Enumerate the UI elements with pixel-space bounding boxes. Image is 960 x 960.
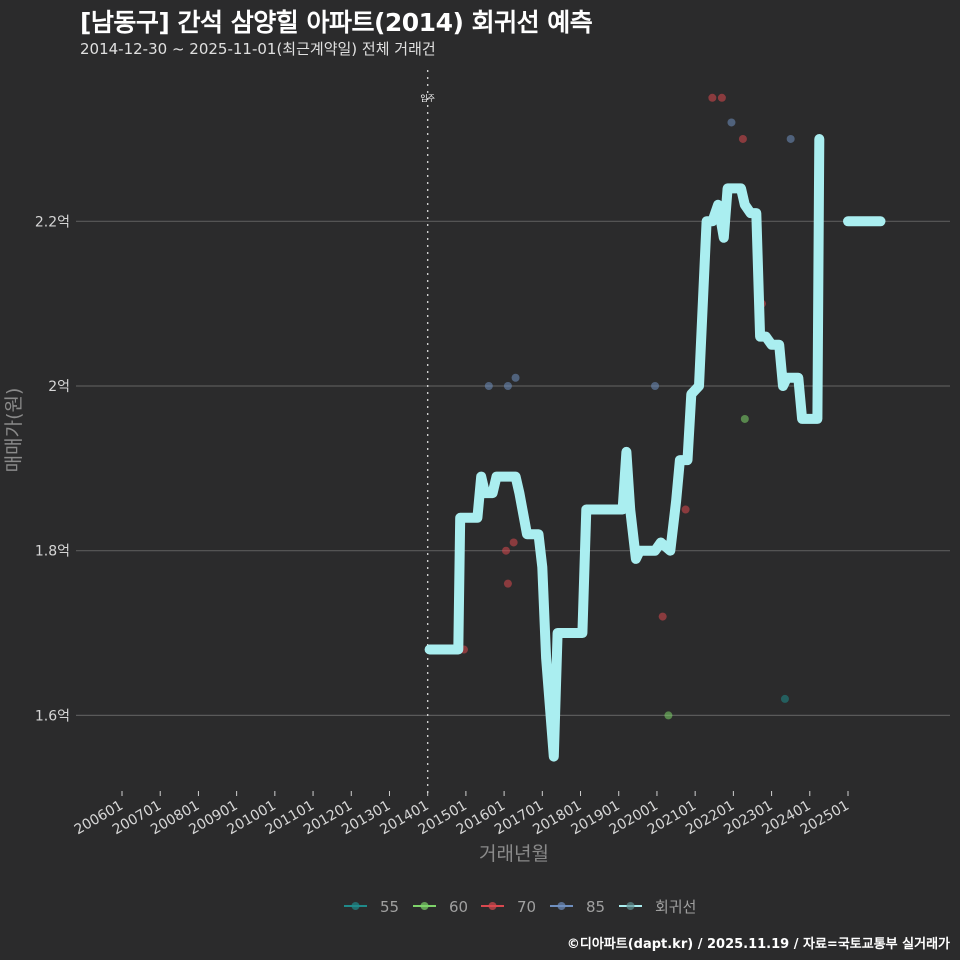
data-point-70 bbox=[502, 546, 511, 555]
data-point-70 bbox=[717, 93, 726, 102]
grid-lines bbox=[76, 220, 950, 717]
legend-dot bbox=[351, 902, 360, 910]
y-tick-label: 1.8억 bbox=[35, 544, 70, 560]
y-tick-label: 2.2억 bbox=[35, 214, 70, 230]
regression-line bbox=[424, 134, 886, 762]
legend-label: 60 bbox=[449, 898, 468, 916]
regression-path bbox=[424, 134, 825, 762]
move-in-annotation: 입주 bbox=[420, 70, 435, 796]
legend-dot bbox=[626, 902, 635, 910]
legend-label: 회귀선 bbox=[655, 898, 696, 916]
data-point-60 bbox=[664, 711, 673, 720]
chart-title: [남동구] 간석 삼양힐 아파트(2014) 회귀선 예측 bbox=[80, 8, 593, 37]
data-point-85 bbox=[503, 382, 512, 390]
legend: 55 60 70 85 회귀선 bbox=[344, 898, 696, 916]
data-point-55 bbox=[780, 694, 789, 703]
data-point-70 bbox=[708, 93, 717, 102]
y-axis: 1.6억 1.8억 2억 2.2억 bbox=[35, 214, 70, 724]
data-point-70 bbox=[681, 505, 690, 514]
data-point-60 bbox=[740, 414, 749, 423]
data-point-85 bbox=[727, 118, 736, 127]
data-point-85 bbox=[511, 373, 520, 382]
legend-dot bbox=[557, 902, 566, 910]
legend-label: 85 bbox=[586, 898, 605, 916]
legend-label: 55 bbox=[380, 898, 399, 916]
y-tick-label: 2억 bbox=[48, 379, 70, 395]
source-caption: ©디아파트(dapt.kr) / 2025.11.19 / 자료=국토교통부 실… bbox=[566, 937, 950, 952]
move-in-label: 입주 bbox=[420, 94, 435, 103]
data-point-85 bbox=[786, 134, 795, 143]
y-axis-label: 매매가(원) bbox=[3, 388, 25, 473]
legend-dot bbox=[488, 902, 497, 910]
data-point-70 bbox=[503, 579, 512, 588]
data-point-70 bbox=[658, 612, 667, 621]
legend-label: 70 bbox=[517, 898, 536, 916]
chart-subtitle: 2014-12-30 ~ 2025-11-01(최근계약일) 전체 거래건 bbox=[80, 40, 436, 58]
data-point-70 bbox=[738, 134, 747, 143]
data-point-85 bbox=[484, 382, 493, 390]
x-axis: 2006012007012008012009012010012011012012… bbox=[72, 791, 852, 838]
data-point-70 bbox=[509, 538, 518, 547]
x-axis-label: 거래년월 bbox=[479, 843, 549, 865]
data-point-85 bbox=[651, 382, 660, 390]
y-tick-label: 1.6억 bbox=[35, 708, 70, 724]
legend-dot bbox=[420, 902, 429, 910]
